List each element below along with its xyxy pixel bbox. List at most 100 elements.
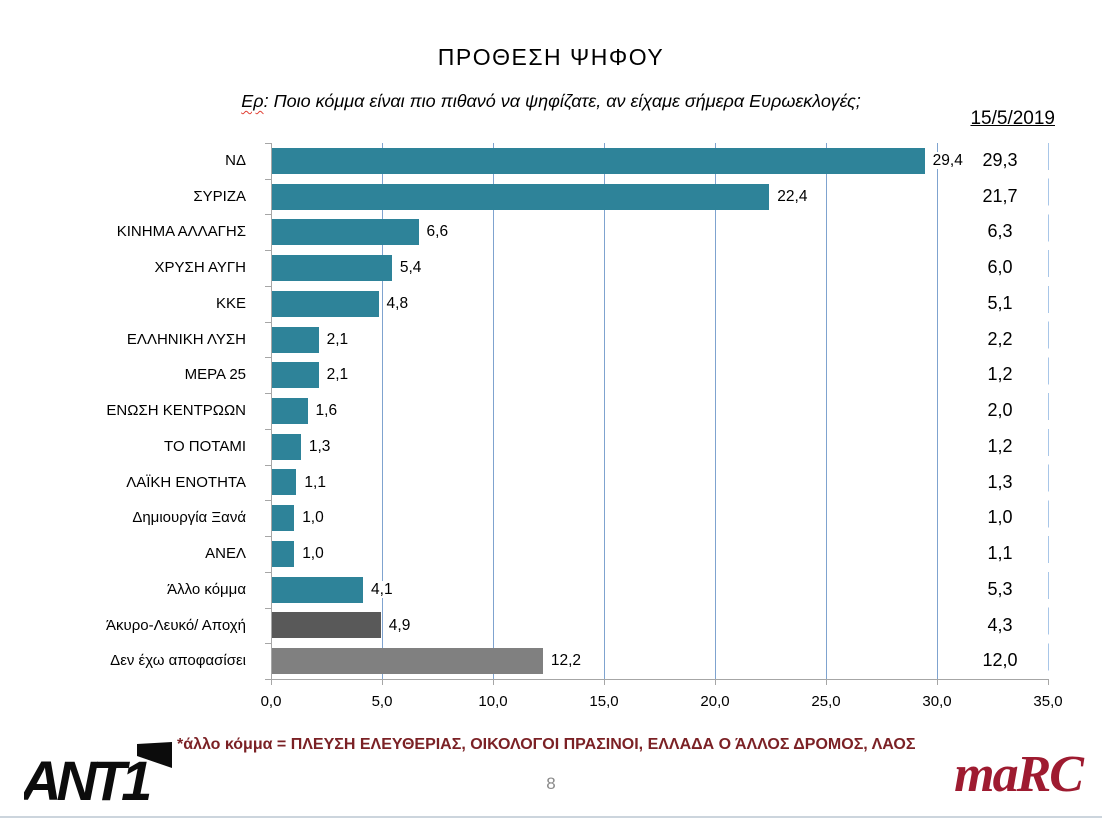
bar bbox=[272, 576, 364, 603]
date-column-value-text: 5,1 bbox=[984, 292, 1016, 313]
bar-value-text: 1,1 bbox=[302, 473, 328, 491]
bar bbox=[272, 469, 297, 496]
date-column-value-text: 2,0 bbox=[984, 400, 1016, 421]
bar bbox=[272, 326, 319, 353]
category-label: ΝΔ bbox=[225, 152, 246, 169]
bar-value-text: 1,3 bbox=[306, 437, 333, 455]
bar-value-label: 1,0 bbox=[300, 500, 326, 536]
bar-value-text: 1,0 bbox=[300, 509, 326, 527]
bar bbox=[272, 290, 379, 317]
bar bbox=[272, 612, 381, 639]
x-tick-label: 5,0 bbox=[371, 693, 393, 710]
bar-value-label: 4,8 bbox=[384, 286, 411, 322]
y-axis-tick bbox=[265, 321, 271, 323]
bar-value-text: 2,1 bbox=[324, 366, 351, 384]
bar bbox=[272, 255, 392, 282]
bar-value-label: 12,2 bbox=[548, 643, 583, 679]
x-axis-tick bbox=[715, 679, 716, 685]
date-column-value: 12,0 bbox=[948, 643, 1052, 679]
bar-value-text: 4,1 bbox=[369, 580, 395, 598]
x-axis-tick bbox=[937, 679, 938, 685]
y-axis-tick bbox=[265, 643, 271, 645]
bar-value-label: 4,1 bbox=[369, 572, 395, 608]
category-label: Δημιουργία Ξανά bbox=[132, 509, 246, 527]
bar-value-text: 4,8 bbox=[384, 294, 411, 312]
bar-value-label: 22,4 bbox=[775, 179, 810, 215]
x-tick-label: 10,0 bbox=[478, 693, 508, 710]
gridline-20 bbox=[715, 143, 716, 679]
bar bbox=[272, 219, 419, 246]
survey-question: Ερ: Ποιο κόμμα είναι πιο πιθανό να ψηφίζ… bbox=[0, 91, 1102, 112]
x-axis-tick bbox=[271, 679, 272, 685]
gridline-25 bbox=[826, 143, 827, 679]
bar-value-label: 2,1 bbox=[324, 357, 351, 393]
x-axis-tick bbox=[1048, 679, 1049, 685]
y-axis-tick bbox=[265, 357, 271, 359]
bar-value-text: 12,2 bbox=[548, 652, 583, 670]
x-tick-label: 0,0 bbox=[260, 693, 282, 710]
date-column-value-text: 1,2 bbox=[984, 364, 1016, 385]
category-label: ΤΟ ΠΟΤΑΜΙ bbox=[164, 437, 246, 455]
category-label: Άκυρο-Λευκό/ Αποχή bbox=[106, 616, 246, 634]
ant1-logo-graphic: ANT1 bbox=[19, 742, 172, 812]
y-axis-tick bbox=[265, 285, 271, 287]
bar-value-text: 1,6 bbox=[313, 402, 340, 420]
bar bbox=[272, 505, 295, 532]
bar-value-label: 4,9 bbox=[386, 608, 413, 644]
bar bbox=[272, 398, 308, 424]
y-axis-tick bbox=[265, 571, 271, 573]
bar bbox=[272, 362, 319, 389]
y-axis-tick bbox=[265, 464, 271, 466]
date-column-value: 21,7 bbox=[948, 179, 1052, 215]
x-tick-label: 15,0 bbox=[589, 693, 619, 710]
date-column-value-text: 5,3 bbox=[984, 578, 1016, 599]
date-column-value: 1,3 bbox=[948, 465, 1052, 501]
y-axis-tick bbox=[265, 500, 271, 502]
category-label: ΧΡΥΣΗ ΑΥΓΗ bbox=[154, 259, 246, 277]
bar-value-text: 1,0 bbox=[300, 545, 326, 563]
date-column-value: 2,2 bbox=[948, 322, 1052, 358]
date-column-value-text: 2,2 bbox=[984, 328, 1016, 349]
date-column-value-text: 4,3 bbox=[984, 614, 1016, 635]
ant1-logo: ANT1 bbox=[19, 740, 174, 814]
svg-text:ANT1: ANT1 bbox=[24, 749, 150, 812]
bar-value-label: 5,4 bbox=[397, 250, 424, 286]
y-axis-tick bbox=[265, 250, 271, 252]
date-column-value-text: 29,3 bbox=[979, 150, 1021, 170]
date-column-header: 15/5/2019 bbox=[970, 108, 1055, 129]
date-column-value-text: 12,0 bbox=[979, 650, 1021, 671]
footnote: *άλλο κόμμα = ΠΛΕΥΣΗ ΕΛΕΥΘΕΡΙΑΣ, ΟΙΚΟΛΟΓ… bbox=[177, 736, 916, 753]
date-column-value-text: 1,1 bbox=[984, 543, 1016, 564]
gridline-5 bbox=[382, 143, 383, 679]
footer-divider bbox=[0, 816, 1102, 818]
bar-value-text: 4,9 bbox=[386, 616, 413, 634]
gridline-10 bbox=[493, 143, 494, 679]
bar-value-label: 29,4 bbox=[930, 143, 965, 179]
date-column-value-text: 1,2 bbox=[984, 435, 1016, 456]
category-label: Δεν έχω αποφασίσει bbox=[110, 652, 246, 670]
y-axis-tick bbox=[265, 214, 271, 216]
marc-logo: maRC bbox=[954, 746, 1084, 803]
category-label: ΕΛΛΗΝΙΚΗ ΛΥΣΗ bbox=[126, 330, 246, 348]
date-column-value: 4,3 bbox=[948, 608, 1052, 644]
y-axis-tick bbox=[265, 428, 271, 430]
question-text: : Ποιο κόμμα είναι πιο πιθανό να ψηφίζατ… bbox=[263, 91, 861, 111]
y-axis-tick bbox=[265, 143, 271, 144]
bar-value-text: 2,1 bbox=[324, 330, 351, 348]
date-column-value: 1,2 bbox=[948, 429, 1052, 465]
page-number: 8 bbox=[546, 774, 556, 793]
category-label: Άλλο κόμμα bbox=[167, 580, 246, 598]
date-column-value: 2,0 bbox=[948, 393, 1052, 429]
x-tick-label: 20,0 bbox=[700, 693, 730, 710]
bar-value-label: 1,1 bbox=[302, 465, 328, 501]
bar-value-text: 6,6 bbox=[424, 223, 451, 241]
category-label: ΑΝΕΛ bbox=[205, 545, 246, 563]
x-axis-tick bbox=[604, 679, 605, 685]
date-column-value: 5,3 bbox=[948, 572, 1052, 608]
bar-value-label: 1,0 bbox=[300, 536, 326, 572]
date-column-value-text: 21,7 bbox=[979, 185, 1021, 206]
y-axis-tick bbox=[265, 178, 271, 180]
date-column-value: 1,1 bbox=[948, 536, 1052, 572]
x-tick-label: 35,0 bbox=[1033, 693, 1063, 710]
category-label: ΕΝΩΣΗ ΚΕΝΤΡΩΩΝ bbox=[106, 402, 246, 420]
